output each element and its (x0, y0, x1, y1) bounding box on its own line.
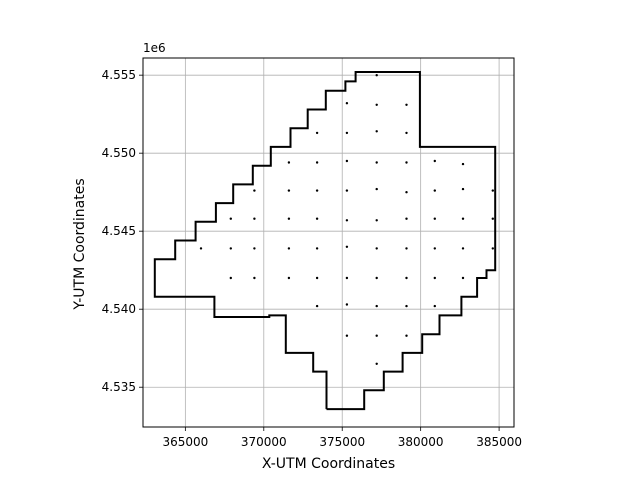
data-point (375, 362, 378, 365)
y-axis-label: Y-UTM Coordinates (72, 178, 88, 310)
data-point (375, 276, 378, 280)
y-axis-ticks: 4.535 4.540 4.545 4.550 4.555 (102, 68, 143, 394)
data-point (345, 219, 349, 222)
data-point (345, 334, 349, 337)
data-point (345, 102, 349, 105)
data-point (315, 161, 319, 164)
y-tick-label: 4.540 (102, 302, 136, 316)
y-tick-label: 4.550 (102, 146, 136, 160)
data-point (345, 276, 349, 280)
data-point (229, 217, 232, 220)
data-point (491, 247, 494, 250)
x-tick-label: 380000 (398, 435, 444, 449)
data-point (405, 276, 408, 280)
data-point (433, 159, 436, 163)
data-point (199, 247, 203, 250)
data-point (315, 217, 319, 220)
data-point (405, 334, 408, 337)
data-point (375, 103, 378, 107)
data-point (405, 304, 408, 308)
data-point (433, 304, 436, 308)
x-tick-label: 385000 (476, 435, 522, 449)
data-point (461, 247, 465, 250)
data-point (345, 189, 349, 192)
data-point (287, 161, 291, 164)
data-point (461, 276, 465, 280)
data-point (375, 304, 378, 308)
data-point (405, 103, 408, 107)
data-point (315, 276, 319, 280)
data-point (253, 276, 256, 280)
data-point (375, 219, 378, 222)
data-point (315, 189, 319, 192)
data-point (253, 189, 256, 192)
boundary-outline (153, 71, 497, 411)
points-layer (199, 74, 494, 365)
data-point (345, 131, 349, 135)
data-point (405, 247, 408, 250)
data-point (433, 247, 436, 250)
data-point (405, 217, 408, 220)
y-tick-label: 4.555 (102, 68, 136, 82)
y-tick-label: 4.545 (102, 224, 136, 238)
boundary-layer (153, 71, 497, 411)
data-point (405, 131, 408, 135)
data-point (461, 217, 465, 220)
data-point (405, 191, 408, 194)
data-point (375, 161, 378, 164)
data-point (287, 247, 291, 250)
data-point (491, 189, 494, 192)
y-tick-label: 4.535 (102, 380, 136, 394)
data-point (375, 130, 378, 133)
axes-frame (142, 57, 515, 428)
data-point (345, 159, 349, 163)
data-point (375, 247, 378, 250)
data-point (405, 161, 408, 164)
x-axis-label: X-UTM Coordinates (262, 456, 395, 472)
data-point (253, 247, 256, 250)
data-point (287, 276, 291, 280)
data-point (287, 217, 291, 220)
data-point (461, 162, 465, 166)
data-point (433, 276, 436, 280)
data-point (375, 187, 378, 191)
data-point (315, 304, 319, 308)
data-point (375, 334, 378, 337)
data-point (433, 217, 436, 220)
x-tick-label: 375000 (319, 435, 365, 449)
x-tick-label: 365000 (162, 435, 208, 449)
data-point (229, 276, 232, 280)
data-point (287, 189, 291, 192)
data-point (229, 247, 232, 250)
data-point (375, 74, 378, 77)
x-axis-ticks: 365000 370000 375000 380000 385000 (162, 427, 522, 449)
y-offset-label: 1e6 (143, 41, 166, 55)
data-point (253, 217, 256, 220)
data-point (345, 245, 349, 248)
data-point (315, 247, 319, 250)
data-point (315, 131, 319, 135)
data-point (461, 187, 465, 191)
data-point (433, 189, 436, 192)
data-point (345, 303, 349, 306)
x-tick-label: 370000 (241, 435, 287, 449)
data-point (491, 217, 494, 220)
